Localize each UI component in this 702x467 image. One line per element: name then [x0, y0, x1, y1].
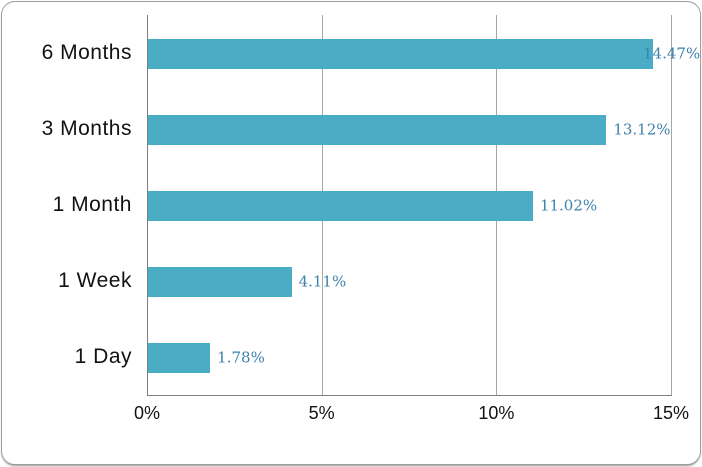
plot-area: 14.47% 13.12% 11.02% 4.11% 1.78% [147, 15, 700, 396]
x-tick-label-15: 15% [652, 403, 690, 423]
bar-row: 1.78% [148, 319, 672, 395]
data-label: 13.12% [613, 120, 671, 139]
data-label: 11.02% [539, 196, 598, 215]
bar-row: 13.12% [148, 91, 672, 167]
category-label-1-week: 1 Week [58, 269, 132, 292]
bar-row: 4.11% [148, 243, 672, 319]
category-label-1-month: 1 Month [52, 193, 132, 216]
bar-1-week [148, 267, 292, 297]
data-label: 14.47% [643, 44, 701, 63]
gridline-15pct [671, 15, 672, 395]
data-label: 1.78% [217, 348, 265, 367]
bar-row: 11.02% [148, 167, 672, 243]
category-label-1-day: 1 Day [74, 345, 132, 368]
data-label: 4.11% [298, 272, 347, 291]
x-tick-label-5: 5% [308, 403, 335, 423]
bar-1-day [148, 343, 211, 373]
bar-6-months [148, 39, 654, 69]
x-tick-label-10: 10% [478, 403, 515, 423]
bar-1-month [148, 191, 533, 221]
bar-row: 14.47% [148, 15, 700, 91]
category-label-3-months: 3 Months [41, 117, 132, 140]
category-label-6-months: 6 Months [41, 41, 132, 64]
x-tick-label-0: 0% [133, 403, 161, 423]
y-axis-category-labels: 6 Months 3 Months 1 Month 1 Week 1 Day [2, 15, 132, 395]
bar-3-months [148, 115, 607, 145]
